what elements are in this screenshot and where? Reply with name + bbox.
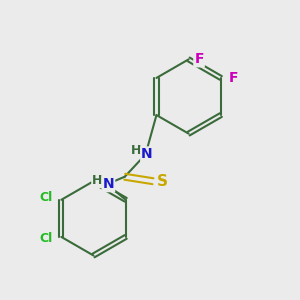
Text: F: F [194, 52, 204, 66]
Text: N: N [103, 177, 114, 191]
Text: S: S [157, 174, 168, 189]
Text: F: F [229, 71, 238, 85]
Text: Cl: Cl [39, 232, 52, 245]
Text: Cl: Cl [39, 191, 52, 204]
Text: H: H [131, 144, 141, 158]
Text: H: H [92, 174, 103, 187]
Text: N: N [141, 148, 153, 161]
